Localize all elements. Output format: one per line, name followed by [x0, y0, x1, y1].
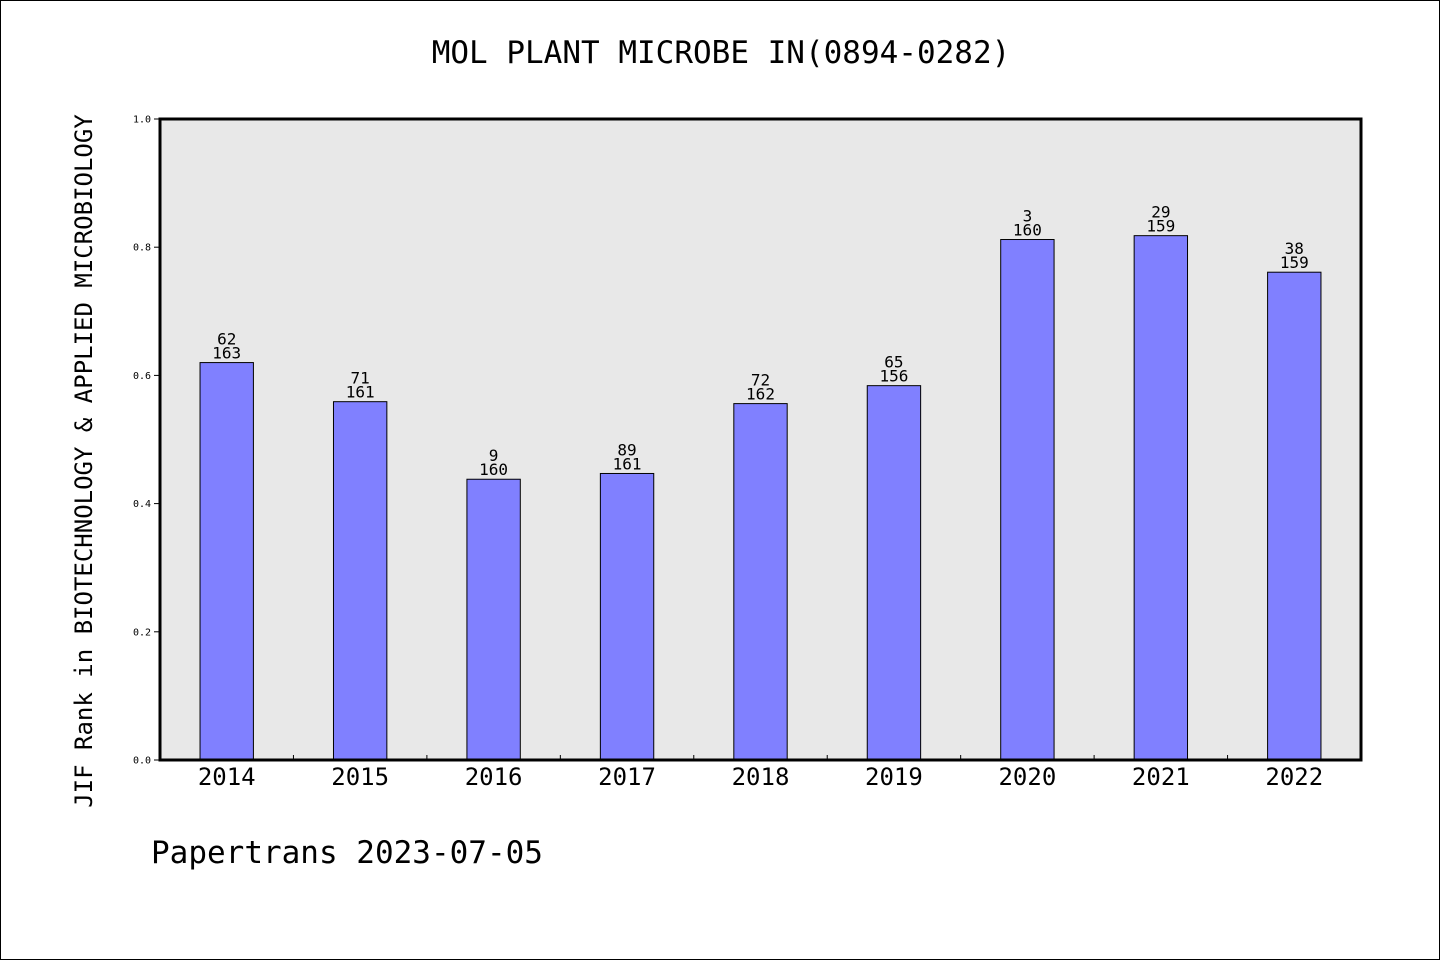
- x-tick-label: 2015: [331, 763, 389, 791]
- x-tick-label: 2014: [198, 763, 256, 791]
- y-tick-label: 0.8: [133, 243, 151, 254]
- bar-rank-label: 3: [1023, 207, 1033, 226]
- bar-total-label: 162: [746, 385, 775, 404]
- bar-rank-label: 65: [884, 353, 903, 372]
- x-tick-label: 2020: [998, 763, 1056, 791]
- x-tick-label: 2019: [865, 763, 923, 791]
- bar-rank-label: 89: [617, 440, 636, 459]
- bar-total-label: 159: [1280, 253, 1309, 272]
- bar-total-label: 159: [1146, 217, 1175, 236]
- bar-2020: [1000, 239, 1055, 761]
- bar-rank-label: 72: [751, 371, 770, 390]
- y-tick-label: 0.2: [133, 627, 151, 638]
- bar-total-label: 160: [1013, 221, 1042, 240]
- bar-rank-label: 71: [351, 369, 370, 388]
- bar-rank-label: 38: [1285, 239, 1304, 258]
- bar-total-label: 161: [613, 454, 642, 473]
- bars-group: 6216371161916089161721626515631602915938…: [199, 203, 1322, 761]
- bar-rank-label: 62: [217, 330, 236, 349]
- x-tick-label: 2018: [732, 763, 790, 791]
- x-tick-label: 2016: [465, 763, 523, 791]
- x-tick-label: 2022: [1265, 763, 1323, 791]
- chart-title: MOL PLANT MICROBE IN(0894-0282): [431, 35, 1011, 71]
- x-tick-label: 2021: [1132, 763, 1190, 791]
- bar-2021: [1133, 235, 1189, 761]
- bar-rank-label: 29: [1151, 203, 1170, 222]
- bar-2014: [199, 362, 254, 761]
- footer-credit: Papertrans 2023-07-05: [151, 835, 543, 871]
- y-tick-label: 0.6: [133, 371, 151, 382]
- x-tick-label: 2017: [598, 763, 656, 791]
- bar-total-label: 156: [879, 367, 908, 386]
- bar-total-label: 161: [346, 383, 375, 402]
- bar-2015: [332, 401, 388, 761]
- bar-2017: [599, 472, 655, 761]
- bar-2019: [866, 385, 922, 761]
- bar-total-label: 160: [479, 460, 508, 479]
- axes-group: 2014 2015 2016 2017 2018 2019 2020 2021 2022 0.0 0…: [133, 115, 1323, 792]
- y-tick-label: 0.0: [133, 756, 151, 767]
- y-tick-label: 1.0: [133, 115, 151, 126]
- bar-2016: [466, 478, 521, 761]
- bar-2022: [1267, 271, 1322, 761]
- plot-border: [158, 117, 1363, 762]
- bar-2018: [733, 403, 788, 761]
- bar-total-label: 163: [212, 344, 241, 363]
- y-tick-label: 0.4: [133, 499, 151, 510]
- bar-rank-label: 9: [489, 446, 499, 465]
